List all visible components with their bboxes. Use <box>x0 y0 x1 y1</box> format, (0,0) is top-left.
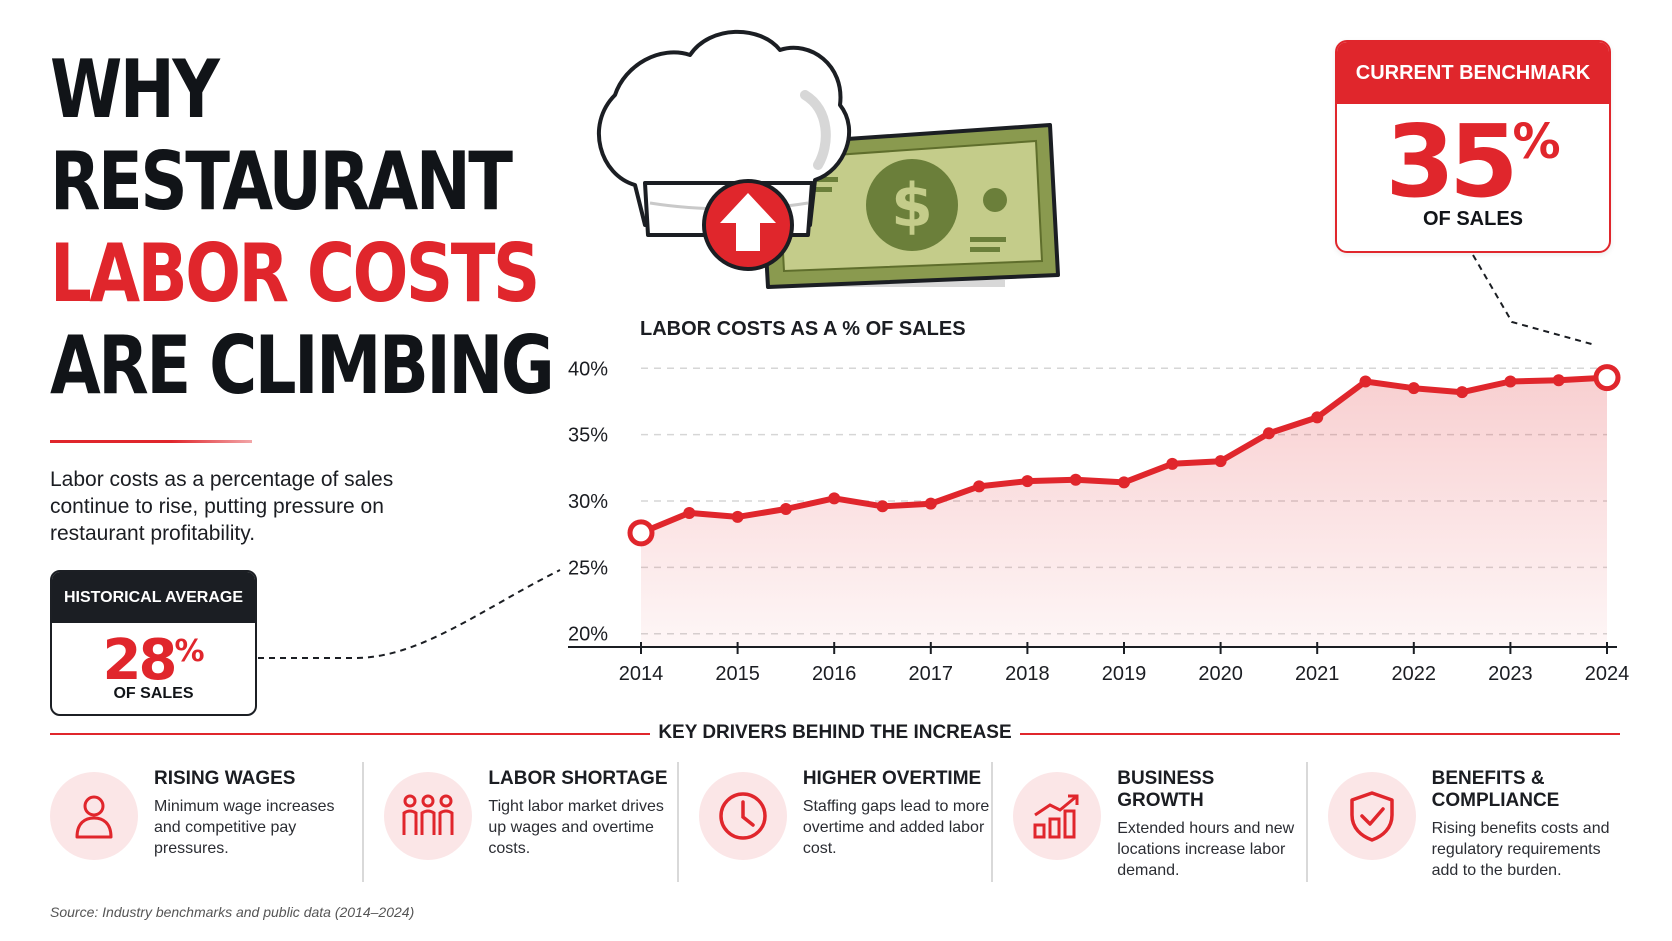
current-benchmark-heading: CURRENT BENCHMARK <box>1337 42 1609 104</box>
driver-benefits-compliance: BENEFITS & COMPLIANCE Rising benefits co… <box>1305 762 1620 882</box>
title-line-2: RESTAURANT <box>50 135 513 228</box>
data-point <box>1069 473 1082 486</box>
data-point <box>1552 374 1565 387</box>
title-line-3: LABOR COSTS <box>50 227 540 320</box>
data-point <box>828 492 841 505</box>
benchmark-connector-line <box>1472 254 1596 346</box>
driver-higher-overtime: HIGHER OVERTIME Staffing gaps lead to mo… <box>676 762 991 882</box>
data-point <box>1504 375 1517 388</box>
driver-text: Tight labor market drives up wages and o… <box>488 798 664 857</box>
chef-hat-money-illustration: $ <box>597 29 1060 289</box>
current-benchmark-card: CURRENT BENCHMARK 35% OF SALES <box>1335 40 1611 253</box>
current-benchmark-value: 35% <box>1337 106 1609 218</box>
data-point <box>1214 455 1227 468</box>
data-point <box>1407 382 1420 395</box>
historical-average-card: HISTORICAL AVERAGE 28% OF SALES <box>50 570 257 716</box>
x-tick-label: 2014 <box>619 663 664 685</box>
group-icon <box>384 772 473 860</box>
y-tick-label: 35% <box>568 425 608 447</box>
data-point-endpoint <box>1593 364 1621 392</box>
x-tick-label: 2022 <box>1392 663 1437 685</box>
x-tick-label: 2017 <box>909 663 954 685</box>
historical-connector-line <box>258 569 561 659</box>
page-title: WHY RESTAURANT LABOR COSTS ARE CLIMBING <box>50 43 555 412</box>
driver-title: LABOR SHORTAGE <box>488 768 668 789</box>
x-tick-label: 2016 <box>812 663 857 685</box>
data-point <box>1262 427 1275 440</box>
title-underline <box>50 440 252 443</box>
data-point <box>683 506 696 519</box>
series-line <box>638 374 1610 536</box>
driver-title: HIGHER OVERTIME <box>802 768 982 789</box>
historical-average-heading: HISTORICAL AVERAGE <box>52 572 255 623</box>
chart-title: LABOR COSTS AS A % OF SALES <box>640 318 966 340</box>
data-point <box>731 510 744 523</box>
y-tick-label: 25% <box>568 557 608 579</box>
data-point <box>1166 457 1179 470</box>
data-point <box>1021 475 1034 488</box>
current-benchmark-number: 35 <box>1385 103 1518 220</box>
shield-check-icon <box>1327 772 1416 860</box>
growth-chart-icon <box>1013 772 1102 860</box>
driver-labor-shortage: LABOR SHORTAGE Tight labor market drives… <box>362 762 676 882</box>
svg-text:$: $ <box>891 171 933 241</box>
x-tick-label: 2018 <box>1005 663 1050 685</box>
drivers-heading: KEY DRIVERS BEHIND THE INCREASE <box>658 722 1012 743</box>
person-icon <box>50 772 138 860</box>
data-point <box>1118 476 1130 489</box>
x-tick-label: 2021 <box>1295 663 1340 685</box>
title-line-1: WHY <box>50 43 220 136</box>
historical-average-value: 28% <box>52 628 255 693</box>
driver-text: Staffing gaps lead to more overtime and … <box>802 798 990 857</box>
subtitle: Labor costs as a percentage of sales con… <box>50 468 394 545</box>
y-tick-label: 40% <box>568 358 608 380</box>
drivers-heading-rule-right <box>1020 733 1620 735</box>
title-line-4: ARE CLIMBING <box>50 319 555 412</box>
series-area <box>641 377 1607 647</box>
data-point <box>1311 411 1324 424</box>
current-benchmark-caption: OF SALES <box>1422 208 1523 230</box>
data-point <box>779 502 792 515</box>
drivers-heading-rule-left <box>50 733 650 735</box>
source-note: Source: Industry benchmarks and public d… <box>50 904 415 920</box>
x-tick-label: 2020 <box>1198 663 1243 685</box>
drivers-list: RISING WAGES Minimum wage increases and … <box>50 762 1620 882</box>
historical-average-caption: OF SALES <box>113 685 194 702</box>
driver-title: BENEFITS & COMPLIANCE <box>1431 768 1560 811</box>
up-arrow-icon <box>702 179 794 271</box>
data-point <box>1359 375 1372 388</box>
data-point-endpoint <box>627 519 655 547</box>
driver-title: BUSINESS GROWTH <box>1117 768 1215 811</box>
data-point <box>973 480 986 493</box>
y-tick-label: 30% <box>568 491 608 513</box>
x-tick-label: 2024 <box>1585 663 1630 685</box>
driver-text: Rising benefits costs and regulatory req… <box>1431 820 1610 879</box>
drivers-heading-row: KEY DRIVERS BEHIND THE INCREASE <box>50 722 1620 746</box>
clock-icon <box>698 772 787 860</box>
y-tick-label: 20% <box>568 624 608 646</box>
x-tick-label: 2023 <box>1488 663 1533 685</box>
driver-rising-wages: RISING WAGES Minimum wage increases and … <box>50 762 362 882</box>
driver-title: RISING WAGES <box>154 768 296 789</box>
historical-average-unit: % <box>174 634 205 669</box>
current-benchmark-unit: % <box>1512 114 1561 170</box>
historical-average-number: 28 <box>102 628 178 693</box>
data-point <box>876 500 889 513</box>
driver-business-growth: BUSINESS GROWTH Extended hours and new l… <box>991 762 1305 882</box>
x-tick-label: 2015 <box>715 663 760 685</box>
data-point <box>1456 386 1469 399</box>
driver-text: Extended hours and new locations increas… <box>1117 820 1295 879</box>
driver-text: Minimum wage increases and competitive p… <box>154 798 335 857</box>
data-point <box>924 497 937 510</box>
x-tick-label: 2019 <box>1102 663 1147 685</box>
